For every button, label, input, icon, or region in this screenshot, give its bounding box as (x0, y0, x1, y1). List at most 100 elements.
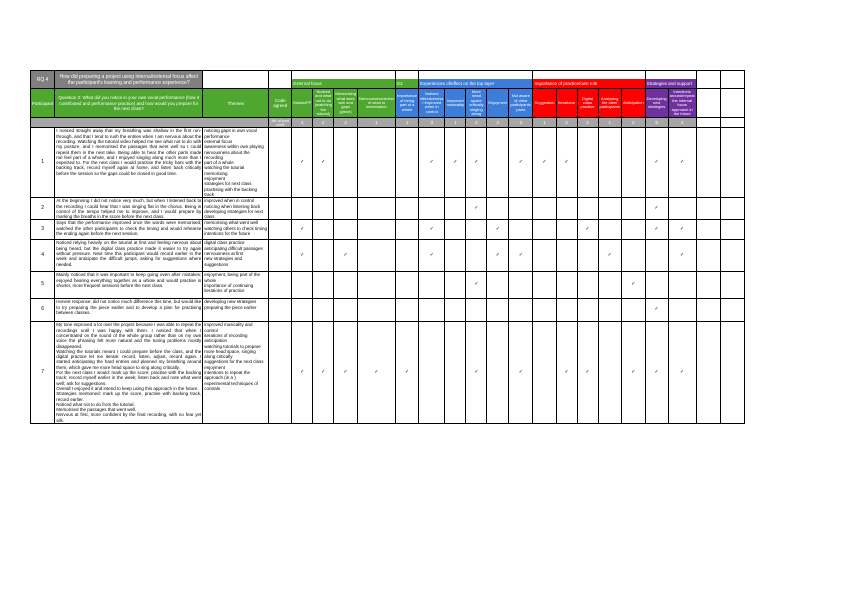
check-cell[interactable]: ✓ (576, 219, 599, 241)
themes-cell[interactable]: noticing gaps in own vocal performance e… (202, 127, 270, 199)
check-cell[interactable] (312, 271, 335, 300)
check-cell[interactable]: ✓ (465, 271, 488, 300)
check-cell[interactable]: ✓ (644, 219, 669, 241)
empty-cell[interactable] (695, 321, 721, 425)
check-cell[interactable]: ✓ (465, 127, 488, 199)
check-cell[interactable]: ✓ (333, 239, 358, 273)
check-cell[interactable]: ✓ (576, 321, 599, 425)
count-strip-cell[interactable] (29, 117, 270, 129)
count-cell[interactable]: 3 (508, 117, 534, 129)
code-cell[interactable] (268, 321, 293, 425)
check-cell[interactable] (576, 298, 599, 323)
code-cell[interactable] (268, 197, 293, 221)
check-cell[interactable] (418, 321, 446, 425)
count-cell[interactable]: 2 (486, 117, 510, 129)
check-cell[interactable] (291, 271, 314, 300)
check-cell[interactable] (620, 298, 646, 323)
check-cell[interactable] (597, 321, 622, 425)
question-header-cell[interactable]: Question 2: What did you notice in your … (54, 87, 204, 119)
check-cell[interactable] (418, 298, 446, 323)
check-cell[interactable] (532, 271, 557, 300)
check-cell[interactable]: ✓ (291, 219, 314, 241)
check-cell[interactable] (620, 239, 646, 273)
check-cell[interactable] (418, 197, 446, 221)
count-cell[interactable]: 2 (620, 117, 646, 129)
check-cell[interactable] (597, 298, 622, 323)
code-cell[interactable] (268, 271, 293, 300)
check-cell[interactable] (667, 298, 697, 323)
empty-cell[interactable] (695, 219, 721, 241)
code-cell[interactable] (268, 298, 293, 323)
check-cell[interactable] (555, 239, 578, 273)
group-header-cell[interactable]: Importance of practice/own role (532, 70, 646, 89)
check-cell[interactable]: ✓ (620, 271, 646, 300)
empty-cell[interactable] (719, 197, 745, 221)
check-cell[interactable] (508, 271, 534, 300)
check-cell[interactable] (486, 127, 510, 199)
empty-cell[interactable] (695, 117, 721, 129)
check-cell[interactable] (395, 197, 420, 221)
check-cell[interactable] (576, 197, 599, 221)
check-cell[interactable] (356, 239, 397, 273)
empty-cell[interactable] (719, 117, 745, 129)
response-cell[interactable]: Says that the performance improved once … (54, 219, 204, 241)
themes-cell[interactable]: digital class practice anticipating diff… (202, 239, 270, 273)
check-cell[interactable] (620, 197, 646, 221)
themes-cell[interactable]: improved when in control noticing when l… (202, 197, 270, 221)
check-cell[interactable] (555, 298, 578, 323)
count-cell[interactable]: 4 (465, 117, 488, 129)
check-cell[interactable] (312, 219, 335, 241)
check-cell[interactable] (356, 298, 397, 323)
themes-cell[interactable]: developing new strategies preparing the … (202, 298, 270, 323)
check-cell[interactable] (418, 271, 446, 300)
check-cell[interactable] (667, 271, 697, 300)
response-cell[interactable]: Mainly noticed that it was important to … (54, 271, 204, 300)
themes-header-cell[interactable]: Themes (202, 87, 270, 119)
subheader-cell[interactable]: Masks/PP (291, 87, 314, 119)
count-cell[interactable]: 3 (418, 117, 446, 129)
check-cell[interactable] (291, 197, 314, 221)
check-cell[interactable] (597, 127, 622, 199)
check-cell[interactable] (333, 127, 358, 199)
count-cell[interactable]: 4 (291, 117, 314, 129)
response-cell[interactable]: At the beginning I did not notice very m… (54, 197, 204, 221)
code-cell[interactable] (268, 219, 293, 241)
check-cell[interactable] (465, 239, 488, 273)
check-cell[interactable] (597, 219, 622, 241)
check-cell[interactable] (597, 197, 622, 221)
check-cell[interactable]: ✓ (312, 321, 335, 425)
empty-cell[interactable] (695, 70, 721, 89)
empty-cell[interactable] (202, 70, 270, 89)
participant-cell[interactable]: 1 (29, 127, 56, 199)
check-cell[interactable] (486, 321, 510, 425)
check-cell[interactable] (576, 271, 599, 300)
group-header-cell[interactable]: E2 (395, 70, 420, 89)
subheader-cell[interactable]: Importance of being part of a whole (395, 87, 420, 119)
check-cell[interactable] (576, 127, 599, 199)
check-cell[interactable] (667, 197, 697, 221)
subheader-cell[interactable]: Not aware of other participants' parts (508, 87, 534, 119)
empty-cell[interactable] (695, 298, 721, 323)
check-cell[interactable] (395, 239, 420, 273)
check-cell[interactable] (644, 271, 669, 300)
group-header-cell[interactable]: Experiences of/effect on the top layer (418, 70, 534, 89)
check-cell[interactable] (465, 219, 488, 241)
code-cell[interactable] (268, 127, 293, 199)
check-cell[interactable] (333, 271, 358, 300)
check-cell[interactable] (532, 321, 557, 425)
empty-cell[interactable] (695, 197, 721, 221)
check-cell[interactable] (312, 298, 335, 323)
check-cell[interactable] (555, 219, 578, 241)
check-cell[interactable]: ✓ (291, 239, 314, 273)
code-agreed-header-cell[interactable]: Code agreed (268, 87, 293, 119)
check-cell[interactable] (356, 127, 397, 199)
check-cell[interactable] (465, 298, 488, 323)
subheader-cell[interactable]: Iterations (555, 87, 578, 119)
check-cell[interactable]: ✓ (465, 197, 488, 221)
response-cell[interactable]: Honest response: did not notice much dif… (54, 298, 204, 323)
check-cell[interactable]: ✓ (333, 321, 358, 425)
participant-cell[interactable]: 5 (29, 271, 56, 300)
empty-cell[interactable] (695, 87, 721, 119)
check-cell[interactable]: ✓ (644, 321, 669, 425)
subheader-cell[interactable]: Analysing the other participants (597, 87, 622, 119)
